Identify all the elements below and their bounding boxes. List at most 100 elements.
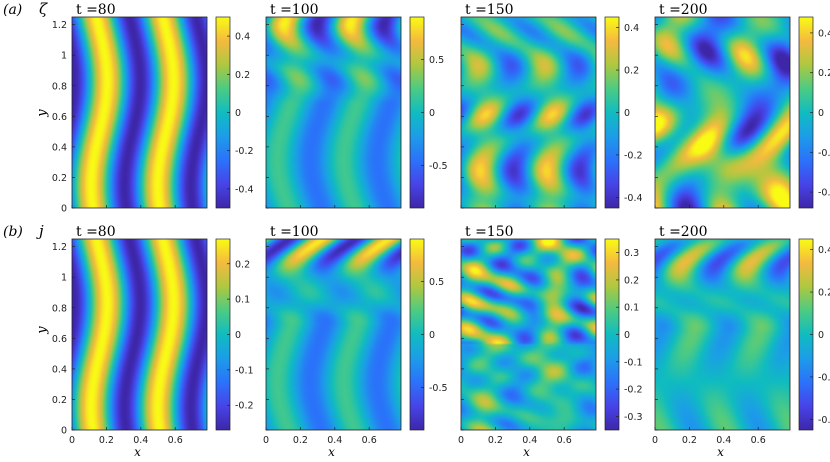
- row-label-a: (a): [3, 2, 22, 18]
- heatmap: [72, 17, 207, 208]
- colorbar-tick-label: -0.2: [624, 385, 643, 396]
- colorbar-tick-label: 0: [235, 330, 241, 341]
- time-label: t =200: [659, 224, 708, 240]
- colorbar-tick-label: -0.3: [624, 412, 643, 423]
- y-tick-label: 1.2: [52, 242, 67, 253]
- y-tick-label: 0.2: [52, 395, 67, 406]
- colorbar-tick-label: -0.4: [624, 193, 643, 204]
- x-tick-label: 0.4: [522, 435, 537, 446]
- colorbar-tick-label: 0.2: [818, 288, 830, 299]
- y-tick-label: 0.8: [52, 81, 67, 92]
- time-label: t =150: [465, 2, 514, 18]
- x-axis-label: x: [328, 445, 335, 459]
- colorbar-tick-label: 0: [624, 108, 630, 119]
- colorbar-tick-label: 0: [818, 330, 824, 341]
- colorbar-tick-label: 0.2: [818, 68, 830, 79]
- x-axis-label: x: [523, 445, 530, 459]
- colorbar-tick-label: -0.4: [818, 188, 830, 199]
- heatmap: [266, 239, 401, 430]
- plot-frame: [460, 238, 597, 431]
- colorbar-tick-label: 0.1: [624, 303, 639, 314]
- y-tick-label: 0.4: [52, 142, 67, 153]
- field-symbol-zeta: ζ: [39, 0, 48, 18]
- colorbar-tick-label: -0.2: [235, 401, 254, 412]
- colorbar-tick-label: 0.4: [624, 23, 639, 34]
- time-label: t =100: [270, 2, 319, 18]
- colorbar-tick-label: 0.5: [429, 55, 444, 66]
- colorbar-tick-label: 0.4: [235, 32, 250, 43]
- x-axis-label: x: [134, 445, 141, 459]
- y-tick-label: 0: [61, 204, 67, 215]
- colorbar-tick-label: -0.2: [818, 148, 830, 159]
- colorbar-tick-label: -0.1: [235, 365, 254, 376]
- colorbar-tick-label: -0.2: [624, 150, 643, 161]
- x-tick-label: 0.6: [751, 435, 766, 446]
- x-tick-label: 0.2: [293, 435, 308, 446]
- heatmap: [655, 239, 790, 430]
- colorbar-tick-label: 0.2: [624, 66, 639, 77]
- y-tick-label: 1: [61, 51, 67, 62]
- y-tick-label: 1.2: [52, 20, 67, 31]
- panel-a-1: t =80 0 0.2 0.4 0.6 0.8 1 1.2 0.4 0.2 0 -0.2 -0.4: [52, 2, 254, 215]
- y-tick-label: 0.2: [52, 173, 67, 184]
- x-tick-label: 0.4: [716, 435, 731, 446]
- field-symbol-j: j: [36, 222, 44, 240]
- panel-b-1: t =80 0 0.2 0.4 0.6 0.8 1 1.2 0 0.2 0.4 0.6 x 0.2 0.1 0…: [52, 224, 254, 459]
- plot-frame: [460, 16, 597, 209]
- y-axis-label-row-b: y: [35, 326, 50, 335]
- colorbar-tick-label: 0.2: [235, 70, 250, 81]
- plot-frame: [71, 238, 208, 431]
- x-tick-label: 0.2: [488, 435, 503, 446]
- panel-b-2: t =100 0 0.2 0.4 0.6 x 0.5 0 -0.5: [263, 224, 448, 459]
- colorbar-tick-label: 0.3: [624, 248, 639, 259]
- plot-frame: [265, 16, 402, 209]
- y-tick-label: 0: [61, 426, 67, 437]
- heatmap: [72, 239, 207, 430]
- plot-frame: [654, 238, 791, 431]
- colorbar-tick-label: 0.4: [818, 245, 830, 256]
- x-tick-label: 0.6: [362, 435, 377, 446]
- plot-frame: [71, 16, 208, 209]
- x-tick-label: 0: [458, 435, 464, 446]
- colorbar-tick-label: -0.1: [624, 357, 643, 368]
- colorbar-tick-label: -0.5: [429, 383, 448, 394]
- x-tick-label: 0.6: [557, 435, 572, 446]
- plot-frame: [654, 16, 791, 209]
- y-tick-label: 1: [61, 273, 67, 284]
- colorbar-tick-label: 0.1: [235, 295, 250, 306]
- colorbar-tick-label: 0: [624, 330, 630, 341]
- colorbar-tick-label: 0.5: [429, 277, 444, 288]
- colorbar-tick-label: -0.4: [818, 415, 830, 426]
- time-label: t =80: [76, 2, 116, 18]
- colorbar-tick-label: -0.4: [235, 184, 254, 195]
- row-label-b: (b): [3, 224, 23, 240]
- x-tick-label: 0: [69, 435, 75, 446]
- heatmap: [655, 17, 790, 208]
- colorbar-tick-label: 0: [818, 108, 824, 119]
- colorbar-tick-label: 0.4: [818, 28, 830, 39]
- y-axis-label-row-a: y: [35, 109, 50, 118]
- colorbar-tick-label: 0.2: [235, 259, 250, 270]
- y-tick-label: 0.4: [52, 364, 67, 375]
- heatmap: [461, 17, 596, 208]
- colorbar-tick-label: 0: [429, 108, 435, 119]
- x-axis-label: x: [717, 445, 724, 459]
- time-label: t =150: [465, 224, 514, 240]
- panel-a-2: t =100 0.5 0 -0.5: [265, 2, 448, 209]
- x-tick-label: 0: [263, 435, 269, 446]
- y-tick-label: 0.6: [52, 112, 67, 123]
- colorbar-tick-label: 0.2: [624, 275, 639, 286]
- y-tick-label: 0.8: [52, 303, 67, 314]
- x-tick-label: 0.2: [682, 435, 697, 446]
- time-label: t =200: [659, 2, 708, 18]
- colorbar-tick-label: 0: [429, 330, 435, 341]
- x-tick-label: 0.2: [99, 435, 114, 446]
- plot-frame: [265, 238, 402, 431]
- colorbar-tick-label: -0.2: [818, 372, 830, 383]
- colorbar-tick-label: -0.2: [235, 146, 254, 157]
- x-tick-label: 0.4: [133, 435, 148, 446]
- time-label: t =80: [76, 224, 116, 240]
- x-tick-label: 0.6: [168, 435, 183, 446]
